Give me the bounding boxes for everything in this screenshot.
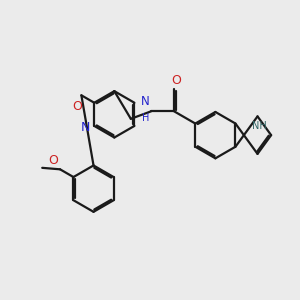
Text: NH: NH xyxy=(252,121,266,131)
Text: O: O xyxy=(171,74,181,87)
Text: O: O xyxy=(49,154,58,167)
Text: N: N xyxy=(80,121,90,134)
Text: H: H xyxy=(142,113,150,123)
Text: O: O xyxy=(72,100,82,113)
Text: N: N xyxy=(141,95,149,108)
